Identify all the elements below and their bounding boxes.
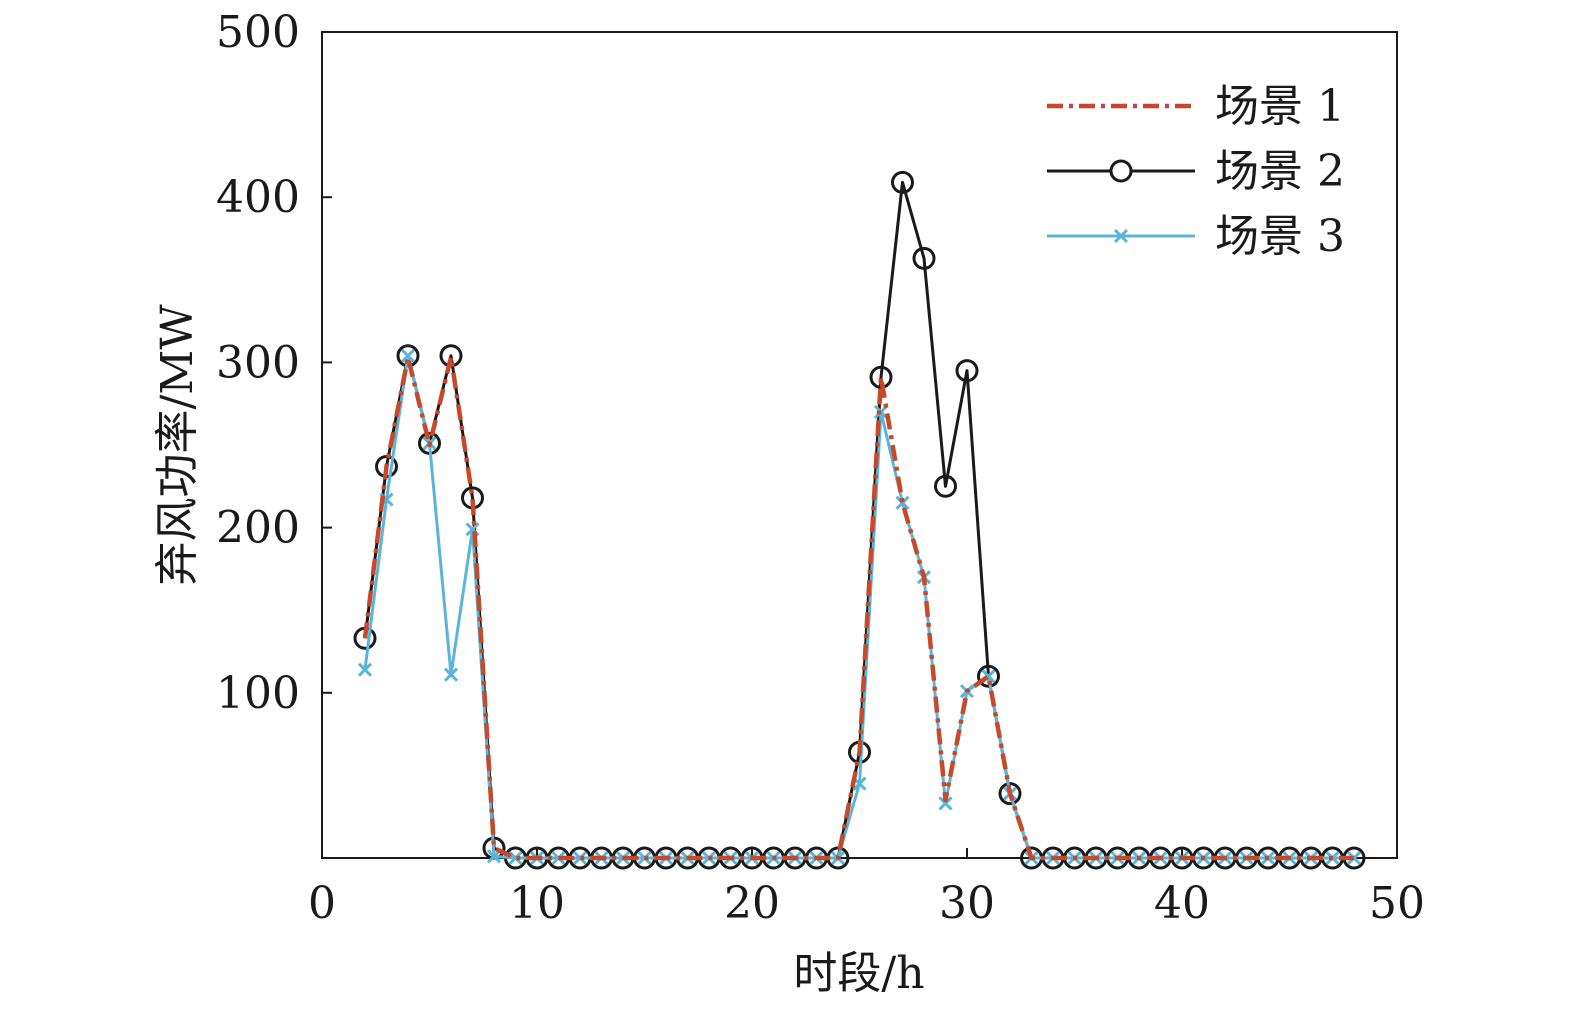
legend-label: 场景 1 bbox=[1215, 81, 1345, 132]
y-tick-label: 400 bbox=[216, 172, 300, 223]
series-3-point bbox=[895, 495, 910, 510]
legend: 场景 1 场景 2 场景 3 bbox=[1047, 81, 1345, 262]
y-tick-label: 100 bbox=[216, 668, 300, 719]
series-3-point bbox=[938, 796, 953, 811]
series-3-point bbox=[357, 662, 373, 677]
legend-item-1: 场景 1 bbox=[1047, 81, 1345, 132]
x-tick-label: 20 bbox=[724, 878, 780, 929]
series-2-point bbox=[934, 474, 957, 498]
legend-item-3: 场景 3 bbox=[1047, 211, 1345, 262]
series-3-point bbox=[572, 850, 588, 866]
legend-label: 场景 2 bbox=[1215, 146, 1345, 197]
x-tick-label: 40 bbox=[1154, 878, 1210, 929]
series-1 bbox=[362, 355, 1354, 861]
series-2-point bbox=[891, 170, 914, 194]
series-layer bbox=[353, 170, 1366, 870]
y-tick-label: 200 bbox=[216, 503, 300, 554]
x-axis: 0 10 20 30 40 50 bbox=[308, 848, 1425, 929]
series-3 bbox=[357, 348, 1362, 866]
series-3-point bbox=[400, 348, 416, 363]
y-tick-label: 500 bbox=[216, 7, 300, 58]
legend-item-2: 场景 2 bbox=[1047, 146, 1345, 197]
series-2-point bbox=[998, 782, 1022, 806]
series-2-point bbox=[977, 664, 1000, 688]
legend-marker-circle bbox=[1109, 159, 1133, 183]
legend-label: 场景 3 bbox=[1215, 211, 1345, 262]
x-axis-title: 时段/h bbox=[793, 948, 924, 999]
y-tick-label: 300 bbox=[216, 337, 300, 388]
x-tick-label: 0 bbox=[308, 878, 336, 929]
series-3-point bbox=[443, 667, 459, 682]
series-2-line bbox=[363, 180, 1354, 860]
series-2-point bbox=[955, 359, 979, 383]
x-tick-label: 50 bbox=[1369, 878, 1425, 929]
x-tick-label: 10 bbox=[509, 878, 565, 929]
series-1-line bbox=[362, 355, 1354, 861]
x-tick-label: 30 bbox=[939, 878, 995, 929]
legend-marker-x bbox=[1113, 228, 1129, 244]
y-axis-title: 弃风功率/MW bbox=[152, 304, 203, 586]
plot-frame bbox=[321, 31, 1398, 859]
y-axis: 100 200 300 400 500 bbox=[216, 7, 332, 719]
series-2-point bbox=[912, 246, 936, 270]
